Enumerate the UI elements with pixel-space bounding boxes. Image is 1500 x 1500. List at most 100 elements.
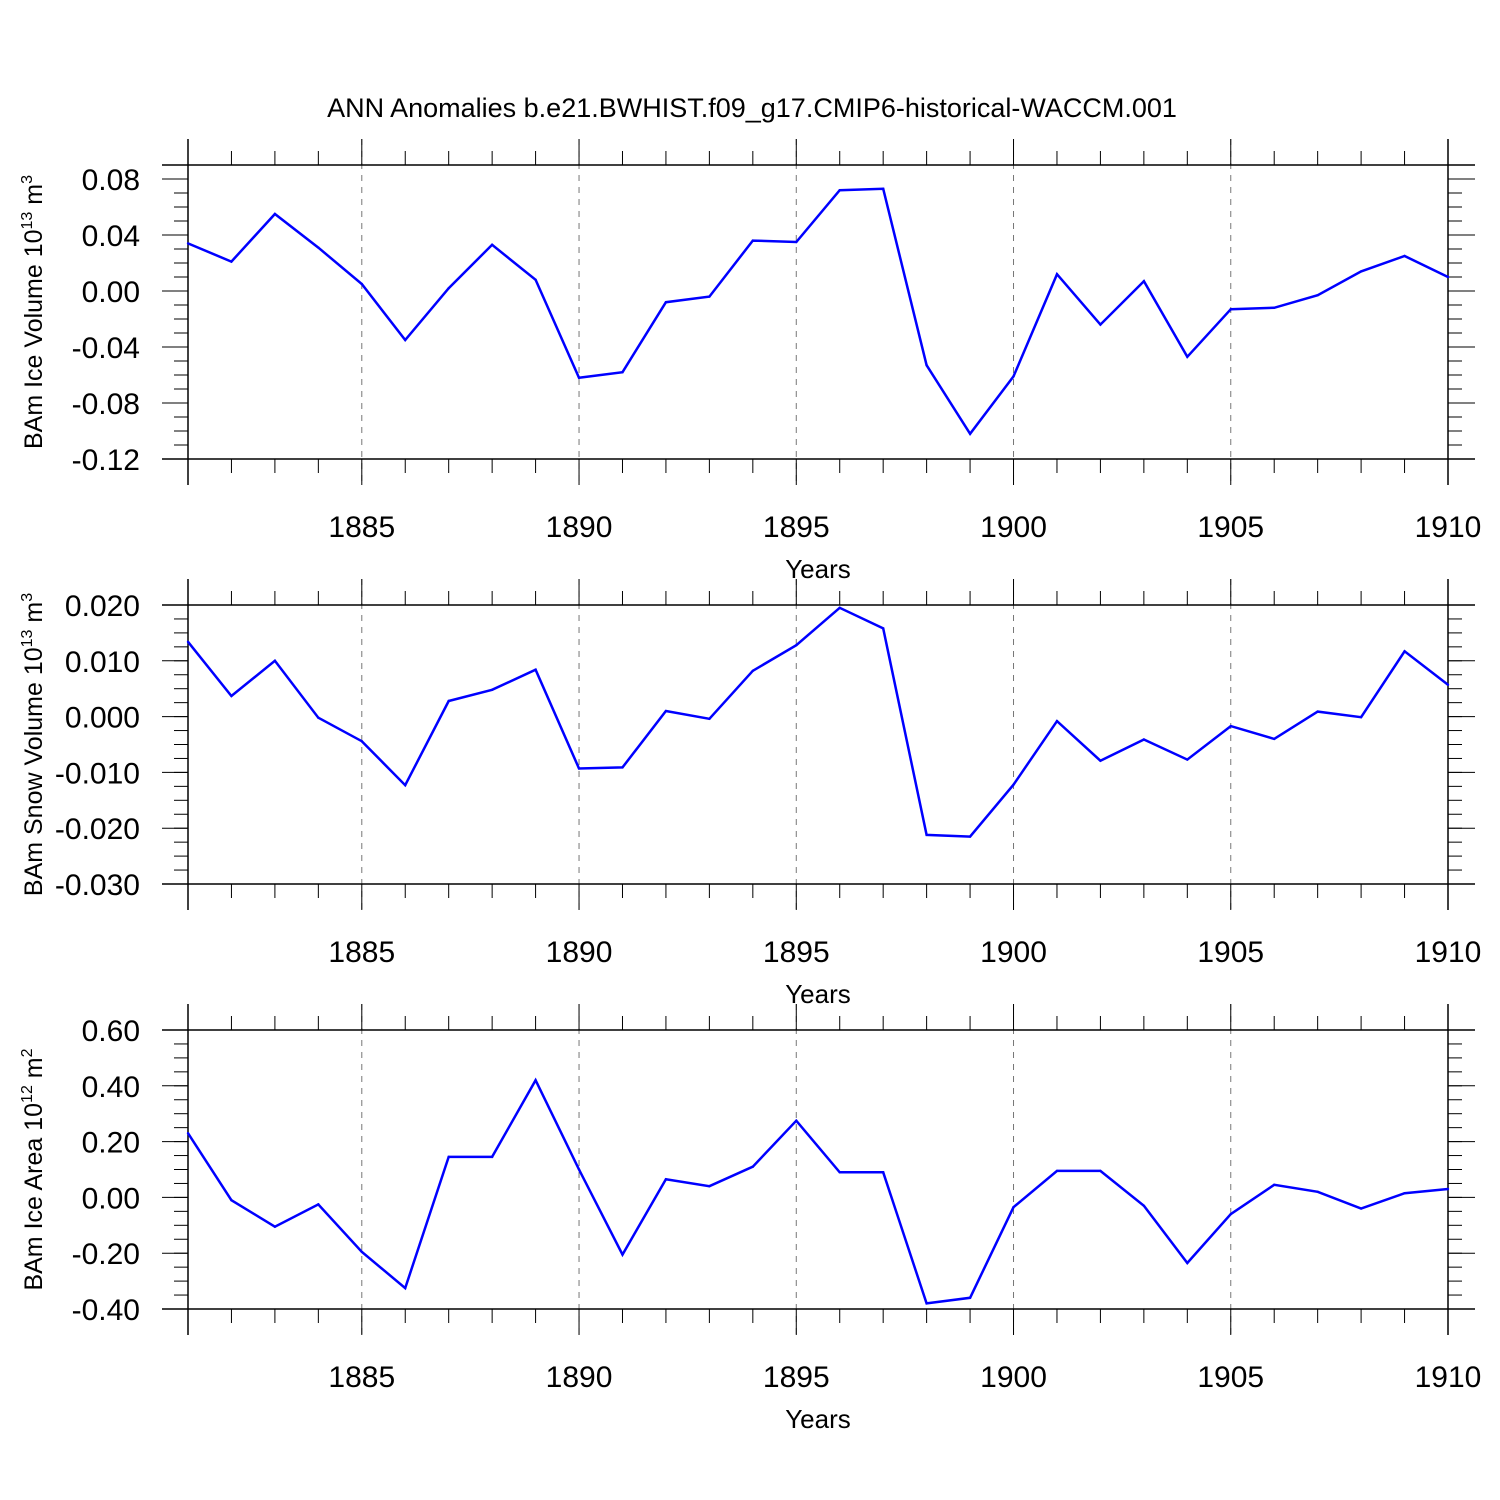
data-point (968, 432, 972, 435)
data-point (1446, 275, 1450, 279)
data-point (1316, 710, 1319, 713)
data-point (1186, 355, 1189, 358)
data-point (404, 338, 407, 342)
y-tick-label: -0.12 (72, 444, 140, 477)
x-tick-label: 1905 (1197, 1361, 1264, 1394)
data-point (708, 1185, 711, 1188)
chart-panel-3: 0.60 0.40 0.20 0.00 -0.20 -0.40 1885 1890 1895 19… (19, 1004, 1481, 1434)
data-point (664, 1178, 668, 1181)
data-point (534, 1079, 537, 1082)
x-tick-label: 1910 (1415, 511, 1482, 544)
data-point (1186, 1261, 1189, 1265)
data-point (230, 1198, 233, 1202)
data-point (1359, 1207, 1363, 1210)
data-point (447, 699, 450, 703)
x-tick-label: 1900 (980, 936, 1047, 969)
data-point (1446, 1187, 1450, 1191)
y-axis-title: BAm Ice Volume 1013 m3 (19, 175, 48, 449)
x-axis-title: Years (785, 1404, 851, 1434)
y-tick-label: -0.20 (72, 1238, 140, 1271)
data-point (1273, 306, 1276, 309)
data-point (1055, 273, 1059, 276)
data-point (273, 212, 277, 216)
data-point (881, 627, 885, 630)
data-point (838, 606, 841, 609)
data-point (1099, 1169, 1102, 1173)
data-point (404, 784, 407, 787)
x-tick-label: 1890 (546, 1361, 613, 1394)
y-tick-label: 0.010 (65, 646, 140, 679)
data-point (273, 659, 277, 662)
y-tick-label: 0.000 (65, 702, 140, 735)
data-point (534, 278, 537, 281)
y-tick-label: 0.40 (82, 1071, 140, 1104)
x-tick-label: 1905 (1197, 936, 1264, 969)
data-point (317, 246, 320, 249)
series-line (187, 606, 1449, 838)
figure-title: ANN Anomalies b.e21.BWHIST.f09_g17.CMIP6… (327, 93, 1177, 123)
data-point (577, 1168, 581, 1171)
data-point (490, 243, 494, 246)
data-point (664, 301, 668, 304)
y-axis-title: BAm Ice Area 1012 m2 (19, 1048, 48, 1290)
chart-panel-2: 0.020 0.010 0.000 -0.010 -0.020 -0.030 1885 189… (19, 579, 1481, 1009)
x-tick-label: 1910 (1415, 1361, 1482, 1394)
data-point (1403, 254, 1406, 258)
data-point (925, 1302, 928, 1305)
data-point (1446, 683, 1450, 686)
x-tick-label: 1895 (763, 936, 830, 969)
data-point (1273, 737, 1276, 741)
data-point (968, 1296, 972, 1300)
data-point (273, 1225, 277, 1228)
data-point (1186, 758, 1189, 761)
data-point (186, 242, 190, 245)
x-tick-label: 1885 (328, 511, 395, 544)
data-point (1012, 783, 1015, 786)
data-point (881, 1171, 885, 1174)
data-point (838, 1171, 841, 1174)
data-point (1142, 738, 1146, 741)
data-point (751, 1165, 755, 1168)
x-tick-label: 1900 (980, 1361, 1047, 1394)
data-point (534, 668, 537, 671)
data-point (795, 643, 798, 647)
x-tick-label: 1895 (763, 511, 830, 544)
data-point (577, 376, 581, 379)
data-point (1229, 1212, 1232, 1216)
x-tick-label: 1900 (980, 511, 1047, 544)
x-axis-title: Years (785, 979, 851, 1009)
data-point (1403, 1192, 1406, 1195)
data-point (621, 1253, 624, 1256)
data-point (317, 1203, 320, 1206)
x-tick-label: 1895 (763, 1361, 830, 1394)
data-point (1316, 294, 1319, 297)
data-point (186, 1132, 190, 1135)
data-point (1099, 323, 1102, 326)
data-point (230, 260, 233, 263)
data-point (795, 240, 798, 244)
y-tick-label: -0.40 (72, 1294, 140, 1327)
chart-panel-1: 0.08 0.04 0.00 -0.04 -0.08 -0.12 1885 1890 1895 1… (19, 139, 1481, 584)
data-point (230, 694, 233, 698)
data-point (1142, 1204, 1146, 1207)
y-tick-label: 0.00 (82, 1182, 140, 1215)
data-point (751, 239, 755, 242)
data-point (838, 189, 841, 192)
data-point (1229, 724, 1232, 728)
data-point (447, 287, 450, 290)
data-point (490, 688, 494, 692)
data-point (360, 282, 363, 286)
y-tick-label: 0.00 (82, 276, 140, 309)
data-point (186, 640, 190, 644)
data-point (1229, 308, 1232, 311)
x-tick-label: 1890 (546, 511, 613, 544)
y-tick-label: -0.020 (55, 813, 140, 846)
data-point (317, 716, 320, 719)
data-point (1273, 1183, 1276, 1187)
x-tick-label: 1905 (1197, 511, 1264, 544)
data-point (1055, 719, 1059, 723)
data-point (1403, 650, 1406, 653)
data-point (968, 835, 972, 838)
data-point (360, 739, 363, 743)
